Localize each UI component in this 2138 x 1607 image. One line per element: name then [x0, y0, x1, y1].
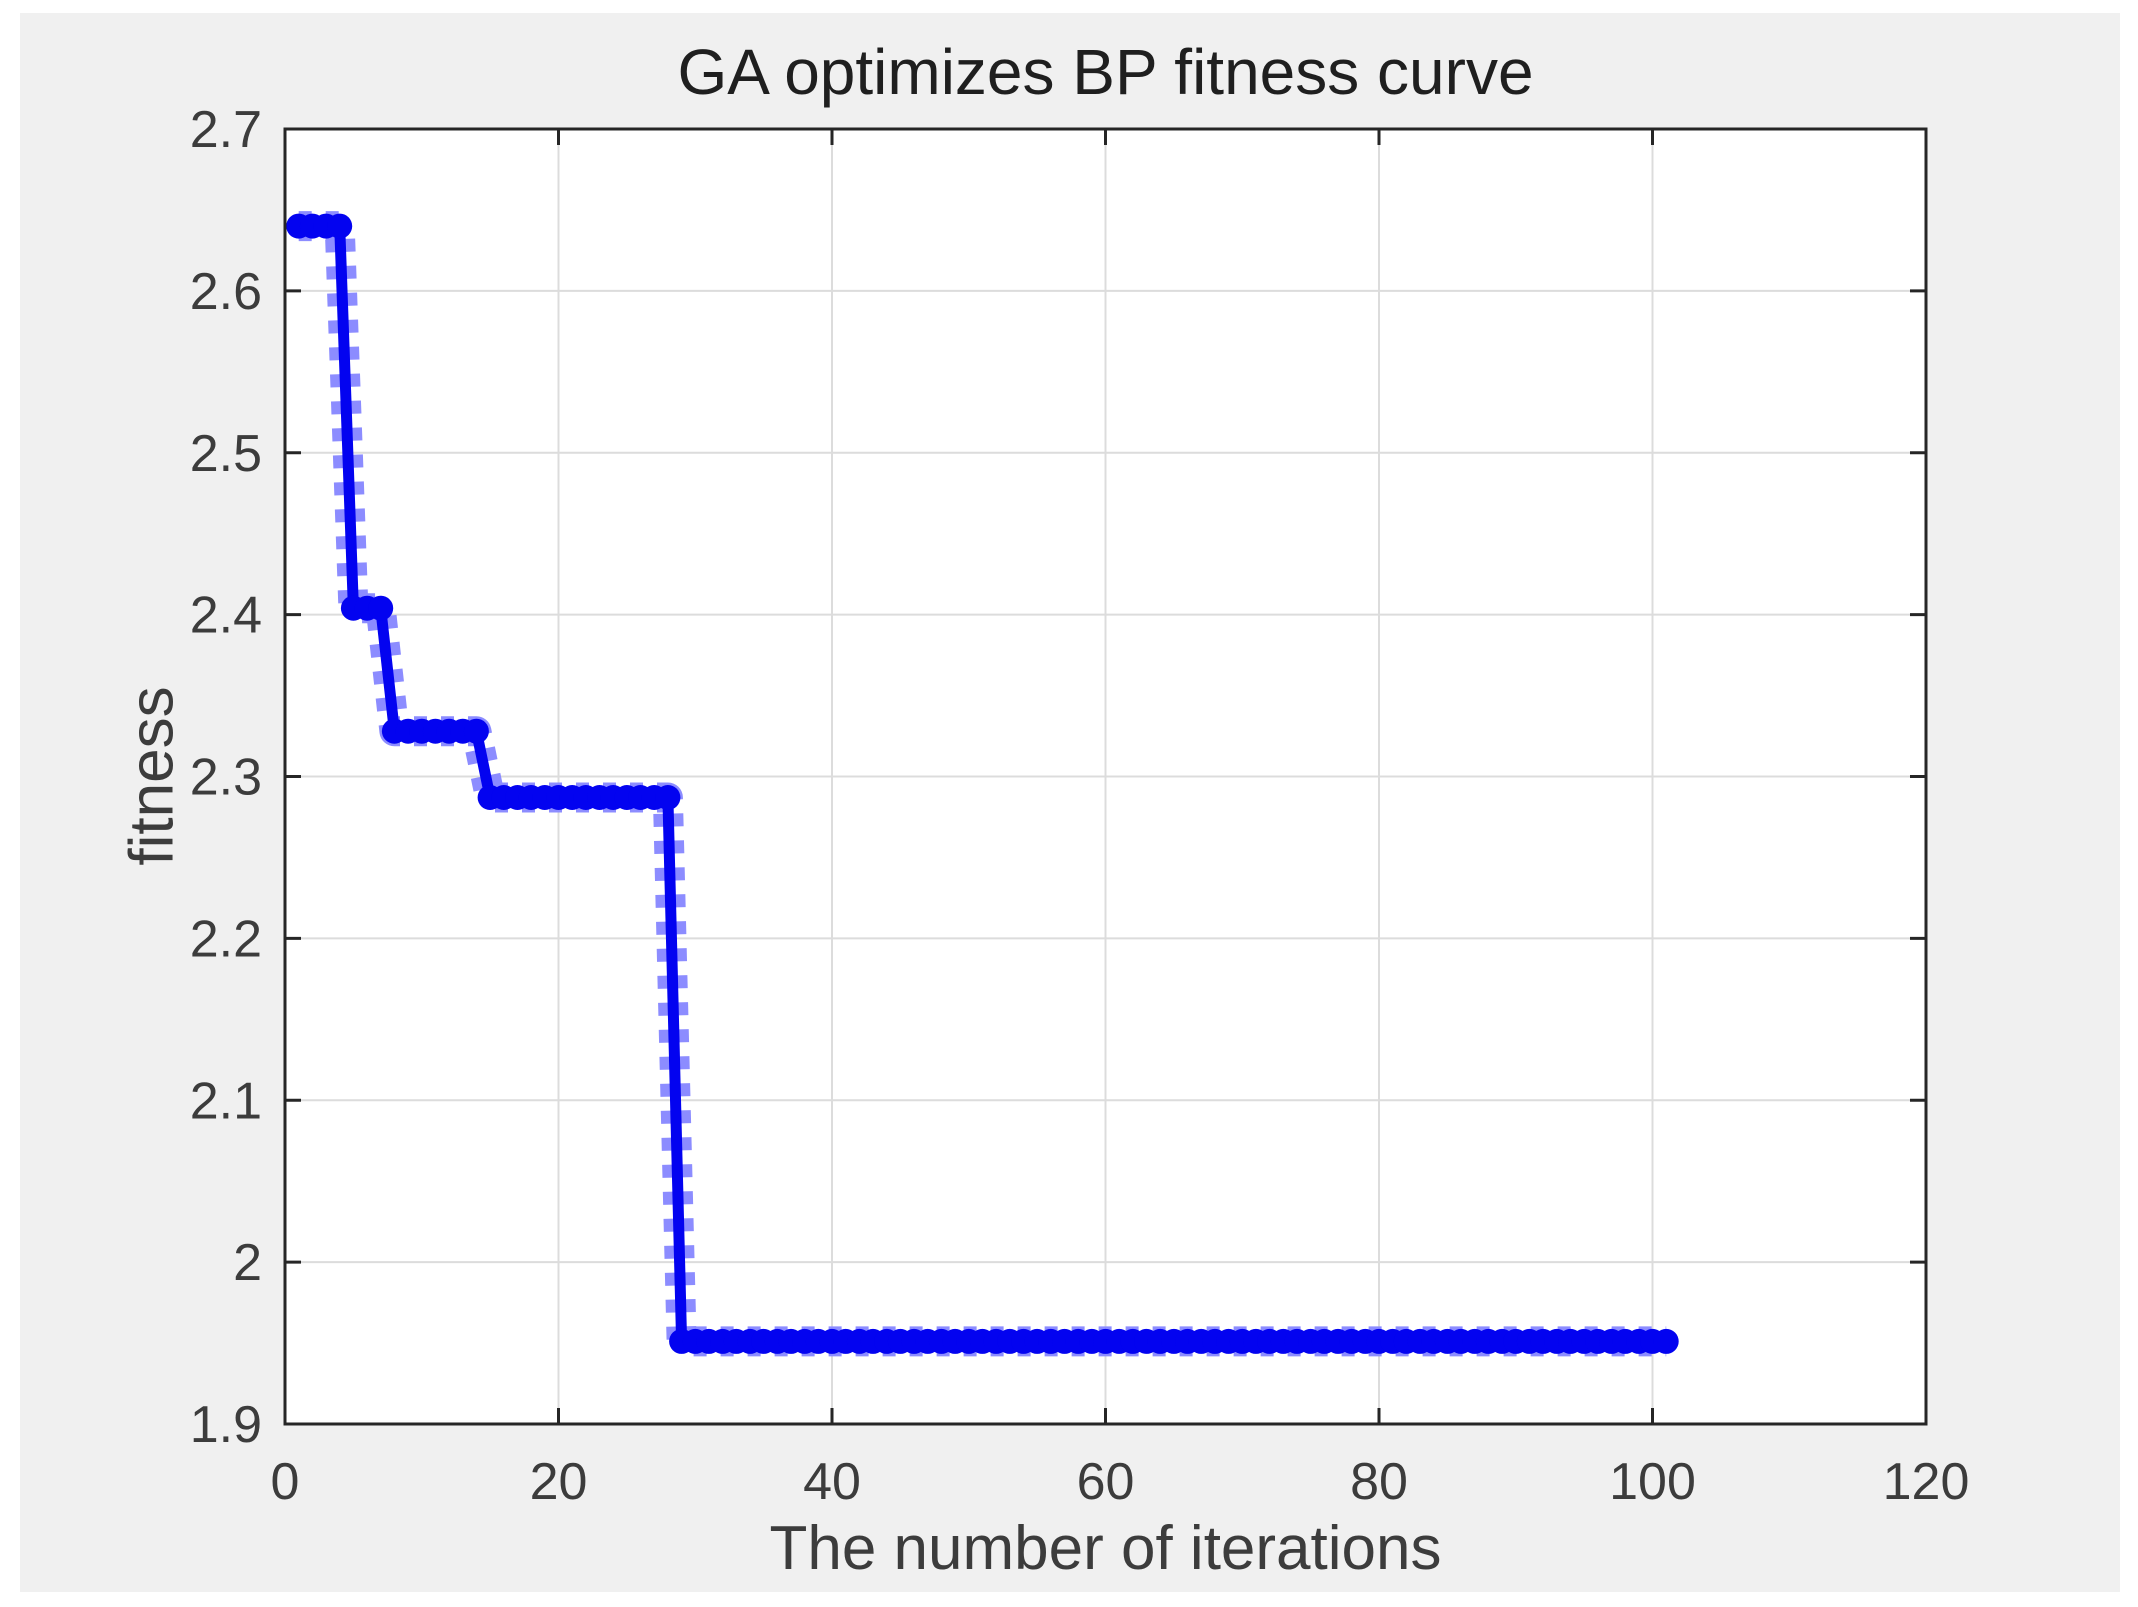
data-point-marker [463, 718, 489, 744]
y-tick-label-2.1: 2.1 [190, 1072, 262, 1130]
y-tick-label-2.4: 2.4 [190, 587, 262, 645]
y-axis-label: fitness [117, 686, 187, 866]
x-tick-label-40: 40 [803, 1453, 861, 1511]
chart-title: GA optimizes BP fitness curve [677, 36, 1534, 108]
y-tick-label-1.9: 1.9 [190, 1396, 262, 1454]
x-axis-label: The number of iterations [769, 1514, 1442, 1583]
y-tick-label-2.2: 2.2 [190, 910, 262, 968]
x-tick-label-120: 120 [1883, 1453, 1970, 1511]
y-tick-label-2.7: 2.7 [190, 101, 262, 159]
x-tick-label-80: 80 [1350, 1453, 1408, 1511]
y-tick-label-2: 2 [233, 1234, 262, 1292]
data-point-marker [368, 595, 394, 621]
data-point-marker [327, 213, 353, 239]
x-tick-label-0: 0 [271, 1453, 300, 1511]
x-tick-label-20: 20 [530, 1453, 588, 1511]
y-tick-label-2.5: 2.5 [190, 425, 262, 483]
y-tick-label-2.6: 2.6 [190, 263, 262, 321]
data-point-marker [655, 785, 681, 810]
data-point-marker [1653, 1328, 1679, 1354]
x-tick-label-60: 60 [1077, 1453, 1135, 1511]
y-tick-label-2.3: 2.3 [190, 749, 262, 807]
x-tick-label-100: 100 [1609, 1453, 1696, 1511]
